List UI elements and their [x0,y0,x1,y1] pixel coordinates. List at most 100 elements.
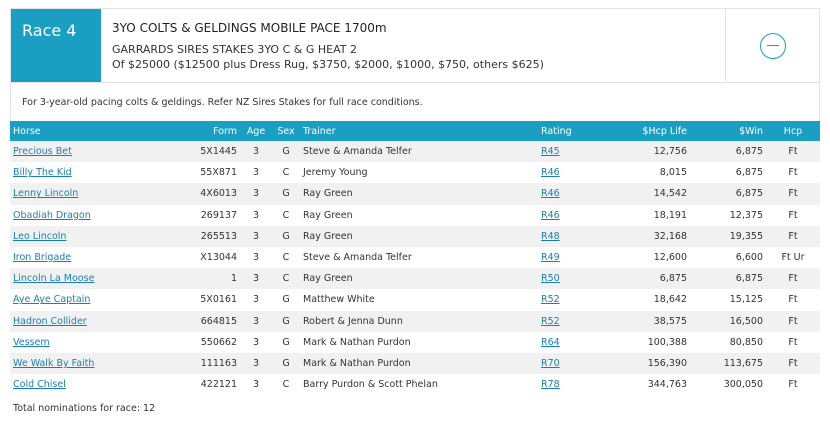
win-cell: 113,675 [723,357,763,369]
horse-name-link[interactable]: Lenny Lincoln [13,188,79,200]
hcp-cell: Ft [788,315,798,327]
rating-link[interactable]: R52 [541,294,560,306]
trainer-cell: Jeremy Young [303,167,368,179]
col-header-hcp[interactable]: Hcp [783,125,803,137]
rating-link[interactable]: R50 [541,273,560,285]
age-cell: 3 [252,230,260,242]
horse-cell: We Walk By Faith [10,353,160,374]
rating-link[interactable]: R46 [541,167,560,179]
hcp-cell: Ft [788,209,798,221]
hcp-cell: Ft [788,188,798,200]
hcp-life-cell: 32,168 [653,230,687,242]
form-cell: 111163 [200,357,237,369]
horse-name-link[interactable]: Vessem [13,336,50,348]
rating-link[interactable]: R48 [541,230,560,242]
rating-link[interactable]: R45 [541,146,560,158]
horse-name-link[interactable]: Billy The Kid [13,167,72,179]
trainer-cell: Robert & Jenna Dunn [303,315,403,327]
rating-link[interactable]: R78 [541,379,560,391]
col-header-hcp-life[interactable]: $Hcp Life [642,125,687,137]
age-cell: 3 [252,336,260,348]
age-cell: 3 [252,357,260,369]
horse-name-link[interactable]: Iron Brigade [13,252,72,264]
table-header-row: Horse Form Age Sex Trainer Rating $Hcp L… [10,121,820,141]
win-cell: 6,875 [735,146,763,158]
rating-link[interactable]: R64 [541,336,560,348]
age-cell: 3 [252,252,260,264]
horse-name-link[interactable]: Cold Chisel [13,379,66,391]
form-cell: 422121 [200,379,237,391]
hcp-life-cell: 156,390 [647,357,687,369]
sex-cell: G [282,336,290,348]
sex-cell: G [282,294,290,306]
rating-link[interactable]: R49 [541,252,560,264]
rating-cell: R45 [538,141,602,162]
horse-name-link[interactable]: Obadiah Dragon [13,209,91,221]
age-cell: 3 [252,273,260,285]
horse-name-link[interactable]: Aye Aye Captain [13,294,91,306]
horse-name-link[interactable]: We Walk By Faith [13,357,95,369]
col-header-horse[interactable]: Horse [13,125,41,137]
sex-cell: G [282,146,290,158]
rating-cell: R49 [538,247,602,268]
form-cell: 1 [230,273,237,285]
collapse-toggle-area [725,9,819,82]
horse-name-link[interactable]: Hadron Collider [13,315,87,327]
col-header-sex[interactable]: Sex [277,125,295,137]
horse-cell: Iron Brigade [10,247,160,268]
horse-cell: Aye Aye Captain [10,289,160,310]
trainer-cell: Mark & Nathan Purdon [303,357,411,369]
col-header-form[interactable]: Form [213,125,237,137]
trainer-cell: Ray Green [303,188,353,200]
horse-cell: Hadron Collider [10,311,160,332]
sex-cell: C [282,379,290,391]
age-cell: 3 [252,167,260,179]
race-subtitle: GARRARDS SIRES STAKES 3YO C & G HEAT 2 [112,43,357,56]
hcp-cell: Ft [788,230,798,242]
col-header-win[interactable]: $Win [739,125,763,137]
hcp-cell: Ft [788,357,798,369]
sex-cell: C [282,209,290,221]
horse-name-link[interactable]: Leo Lincoln [13,230,67,242]
win-cell: 12,375 [729,209,763,221]
trainer-cell: Ray Green [303,230,353,242]
sex-cell: G [282,357,290,369]
table-row: Vessem 550662 3 G Mark & Nathan Purdon R64 100… [10,331,820,353]
win-cell: 300,050 [723,379,763,391]
hcp-life-cell: 344,763 [647,379,687,391]
table-row: We Walk By Faith 111163 3 G Mark & Nathan Pu… [10,352,820,375]
hcp-cell: Ft [788,336,798,348]
table-row: Aye Aye Captain 5X0161 3 G Matthew White R52 1… [10,289,820,311]
hcp-cell: Ft [788,273,798,285]
horse-name-link[interactable]: Precious Bet [13,146,72,158]
table-row: Lenny Lincoln 4X6013 3 G Ray Green R46 14,542 6… [10,183,820,205]
table-row: Cold Chisel 422121 3 C Barry Purdon & Scott … [10,374,820,396]
hcp-life-cell: 6,875 [659,273,687,285]
race-number-tab[interactable]: Race 4 [11,9,101,82]
rating-link[interactable]: R46 [541,188,560,200]
minus-circle-icon[interactable] [759,32,786,59]
sex-cell: C [282,252,290,264]
age-cell: 3 [252,315,260,327]
trainer-cell: Ray Green [303,273,353,285]
rating-cell: R78 [538,374,602,395]
rating-link[interactable]: R52 [541,315,560,327]
total-nominations: Total nominations for race: 12 [13,403,156,415]
col-header-trainer[interactable]: Trainer [303,125,336,137]
sex-cell: C [282,273,290,285]
rating-link[interactable]: R46 [541,209,560,221]
rating-cell: R46 [538,183,602,204]
form-cell: 550662 [200,336,237,348]
table-row: Iron Brigade X13044 3 C Steve & Amanda Telfe… [10,246,820,269]
rating-link[interactable]: R70 [541,357,560,369]
table-row: Leo Lincoln 265513 3 G Ray Green R48 32,168 19,… [10,225,820,247]
table-row: Precious Bet 5X1445 3 G Steve & Amanda Telfe… [10,141,820,163]
col-header-age[interactable]: Age [246,125,266,137]
rating-cell: R48 [538,226,602,247]
form-cell: 265513 [200,230,237,242]
col-header-rating[interactable]: Rating [541,125,572,137]
horse-name-link[interactable]: Lincoln La Moose [13,273,95,285]
win-cell: 15,125 [729,294,763,306]
win-cell: 6,875 [735,167,763,179]
nominations-table: Horse Form Age Sex Trainer Rating $Hcp L… [10,121,820,396]
